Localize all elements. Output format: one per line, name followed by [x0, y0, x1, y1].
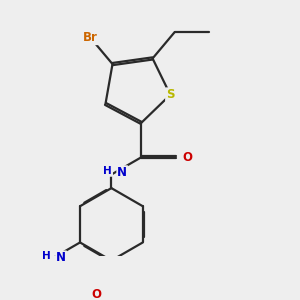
Text: H: H: [42, 251, 51, 261]
Text: H: H: [103, 166, 112, 176]
Text: O: O: [182, 151, 192, 164]
Text: Br: Br: [83, 31, 98, 44]
Text: O: O: [92, 288, 101, 300]
Text: N: N: [56, 251, 66, 264]
Text: S: S: [166, 88, 175, 101]
Text: N: N: [117, 166, 127, 179]
